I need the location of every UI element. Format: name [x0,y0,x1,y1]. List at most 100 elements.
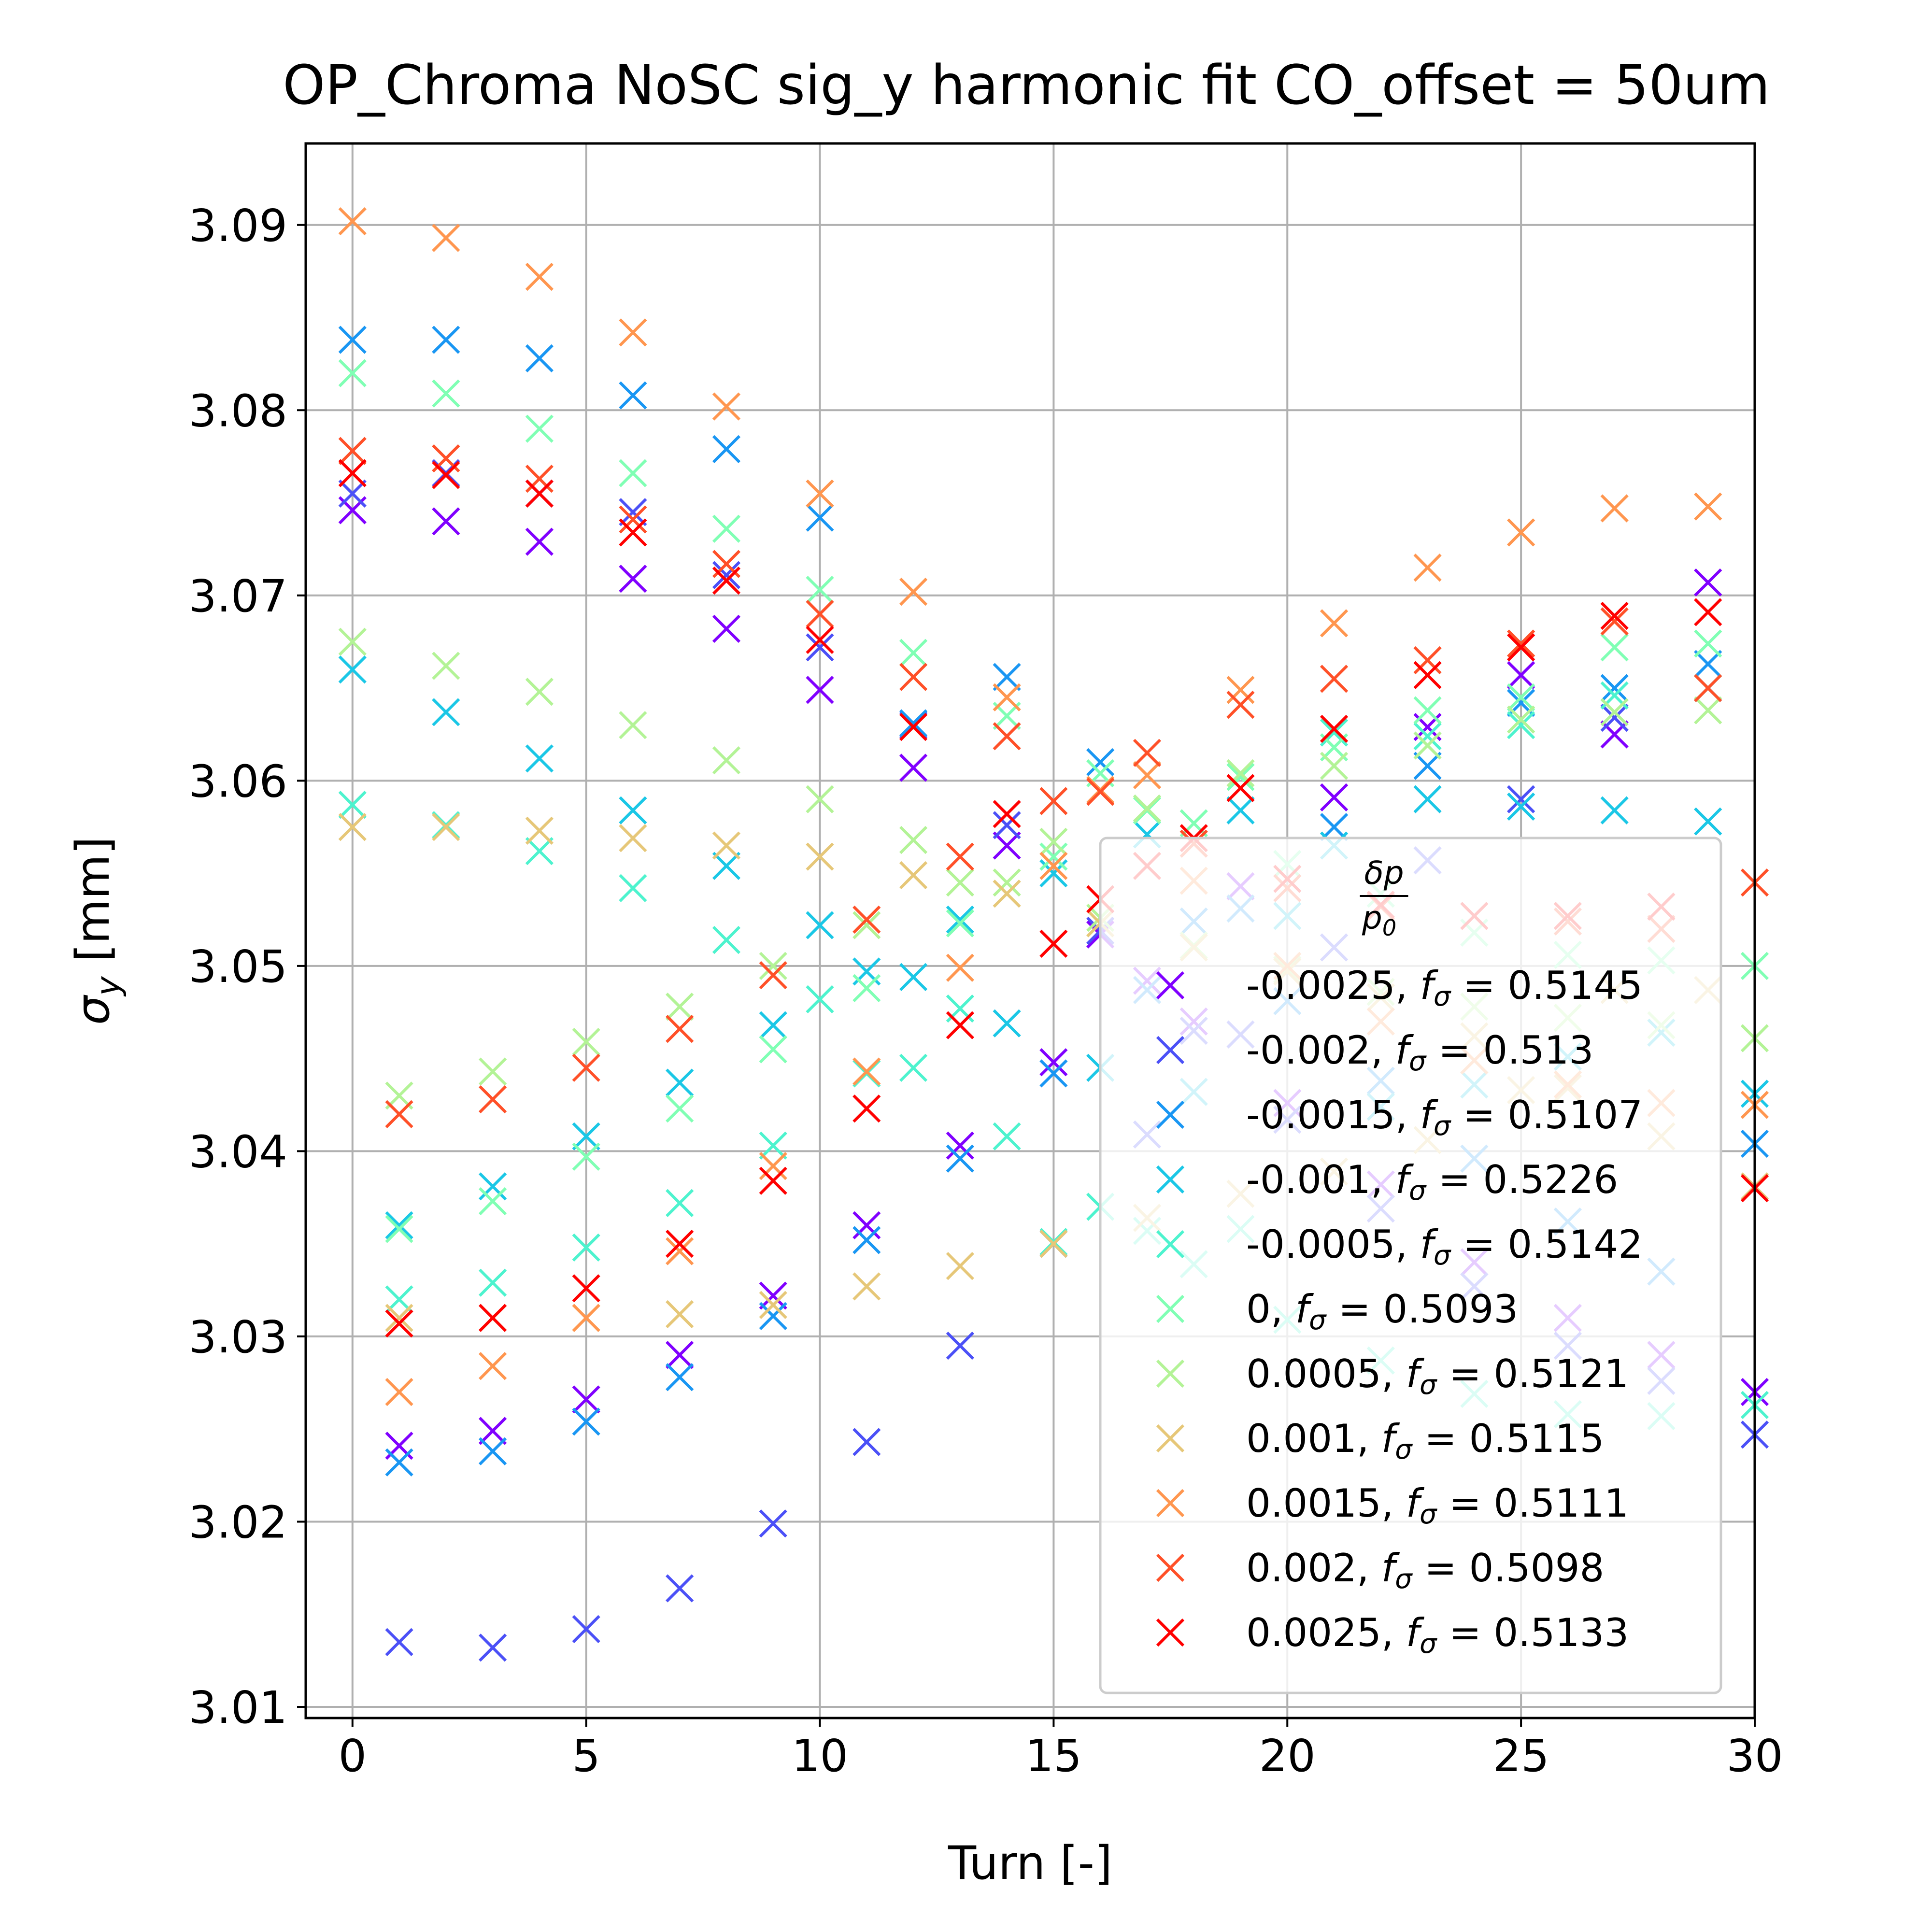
data-point [666,1341,694,1369]
data-point [852,1211,881,1239]
data-point [1507,661,1535,689]
data-point [338,326,367,354]
data-point [899,1053,928,1082]
data-point [666,1015,694,1043]
data-point [1320,752,1349,780]
data-point [899,639,928,667]
data-point [525,344,554,373]
data-point [712,567,741,595]
x-tick-label: 25 [1493,1730,1549,1782]
data-point [993,1009,1021,1037]
data-point [666,1574,694,1603]
legend-marker [1156,1230,1185,1259]
data-point [806,911,834,939]
data-point [338,437,367,465]
data-point [806,600,834,628]
data-point [806,785,834,813]
data-point [385,1211,413,1239]
data-point [946,953,974,982]
data-point [1694,492,1722,521]
data-point [806,503,834,532]
data-point [1694,598,1722,626]
data-point [946,868,974,897]
data-point [899,861,928,890]
data-point [619,711,647,739]
y-tick-label: 3.05 [188,941,287,993]
data-point [946,909,974,938]
x-tick-label: 5 [572,1730,600,1782]
data-point [1226,676,1255,704]
legend-title-numerator: δp [1364,854,1404,892]
data-point [899,753,928,782]
plot-frame [304,142,1756,1719]
data-point [525,816,554,845]
data-point [1226,763,1255,791]
data-point [946,1131,974,1160]
data-point [1320,783,1349,811]
data-point [572,1407,600,1436]
data-point [478,1057,507,1086]
legend-marker [1156,1036,1185,1065]
data-point [946,1144,974,1173]
data-point [1600,796,1629,824]
data-point [619,796,647,824]
data-point [852,1094,881,1123]
data-point [993,1122,1021,1151]
data-point [1086,778,1115,806]
data-point [1039,1048,1068,1077]
data-point [852,911,881,939]
legend-marker [1156,1553,1185,1582]
data-point [1507,711,1535,739]
data-point [946,1252,974,1280]
y-tick-label: 3.04 [188,1126,287,1178]
data-point [1413,696,1442,724]
data-point [338,791,367,819]
data-point [572,1615,600,1644]
data-point [899,825,928,854]
data-point [619,498,647,526]
data-point [525,465,554,493]
data-point [806,676,834,704]
data-point [338,459,367,487]
data-point [666,1237,694,1265]
data-point [806,985,834,1014]
data-point [993,683,1021,711]
data-point [1507,518,1535,547]
data-point [1039,827,1068,856]
data-point [1694,629,1722,658]
data-point [338,627,367,656]
x-tick-label: 0 [339,1730,367,1782]
y-axis-label: σy [mm] [67,837,128,1025]
data-point [666,1300,694,1329]
data-point [759,1509,787,1538]
data-point [619,565,647,593]
data-point [806,625,834,654]
data-point [759,952,787,980]
x-axis-label: Turn [-] [948,1837,1112,1890]
series-0 [338,359,1769,1243]
data-point [666,1230,694,1258]
data-point [385,1628,413,1656]
legend-marker [1156,1359,1185,1388]
data-point [619,874,647,902]
legend-entry-label: -0.0005, fσ = 0.5142 [1246,1222,1643,1271]
data-point [1694,674,1722,702]
data-point [759,1291,787,1319]
data-point [572,1385,600,1414]
data-point [1600,698,1629,726]
data-point [1600,607,1629,636]
data-point [525,414,554,443]
data-point [432,379,460,408]
data-point [478,1634,507,1662]
data-point [1413,722,1442,751]
data-point [899,663,928,691]
data-point [1507,705,1535,734]
data-point [338,207,367,236]
data-point [385,1100,413,1128]
data-point [1039,1059,1068,1088]
y-tick-label: 3.06 [188,755,287,807]
data-point [1039,1230,1068,1258]
data-point [759,1166,787,1195]
